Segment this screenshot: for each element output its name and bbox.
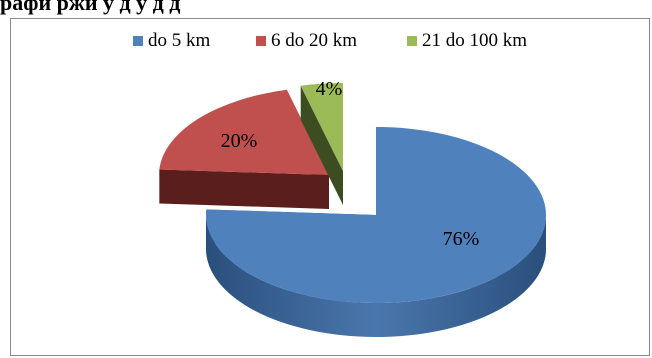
legend-label: 6 do 20 km bbox=[271, 30, 358, 51]
data-label-do-5-km: 76% bbox=[443, 228, 480, 250]
legend-swatch-red bbox=[256, 36, 266, 46]
chart-frame: do 5 km 6 do 20 km 21 do 100 km 76% 20% 4% bbox=[10, 18, 650, 356]
chart-legend: do 5 km 6 do 20 km 21 do 100 km bbox=[11, 19, 651, 59]
legend-label: do 5 km bbox=[148, 30, 211, 51]
pie-slice-6-do-20-km bbox=[159, 89, 329, 209]
pie-slice-do-5-km bbox=[206, 127, 546, 337]
legend-item-21-do-100-km: 21 do 100 km bbox=[407, 29, 527, 53]
pie-slice-21-do-100-km bbox=[300, 83, 343, 205]
legend-item-do-5-km: do 5 km bbox=[133, 29, 210, 53]
legend-label: 21 do 100 km bbox=[422, 30, 528, 51]
data-label-6-do-20-km: 20% bbox=[221, 130, 258, 152]
clipped-heading-text: рафи ржи у д у д д bbox=[0, 0, 181, 15]
legend-swatch-blue bbox=[133, 36, 143, 46]
data-label-21-do-100-km: 4% bbox=[316, 78, 343, 100]
legend-swatch-green bbox=[407, 36, 417, 46]
legend-item-6-do-20-km: 6 do 20 km bbox=[256, 29, 357, 53]
pie-chart: 76% 20% 4% bbox=[159, 78, 546, 337]
